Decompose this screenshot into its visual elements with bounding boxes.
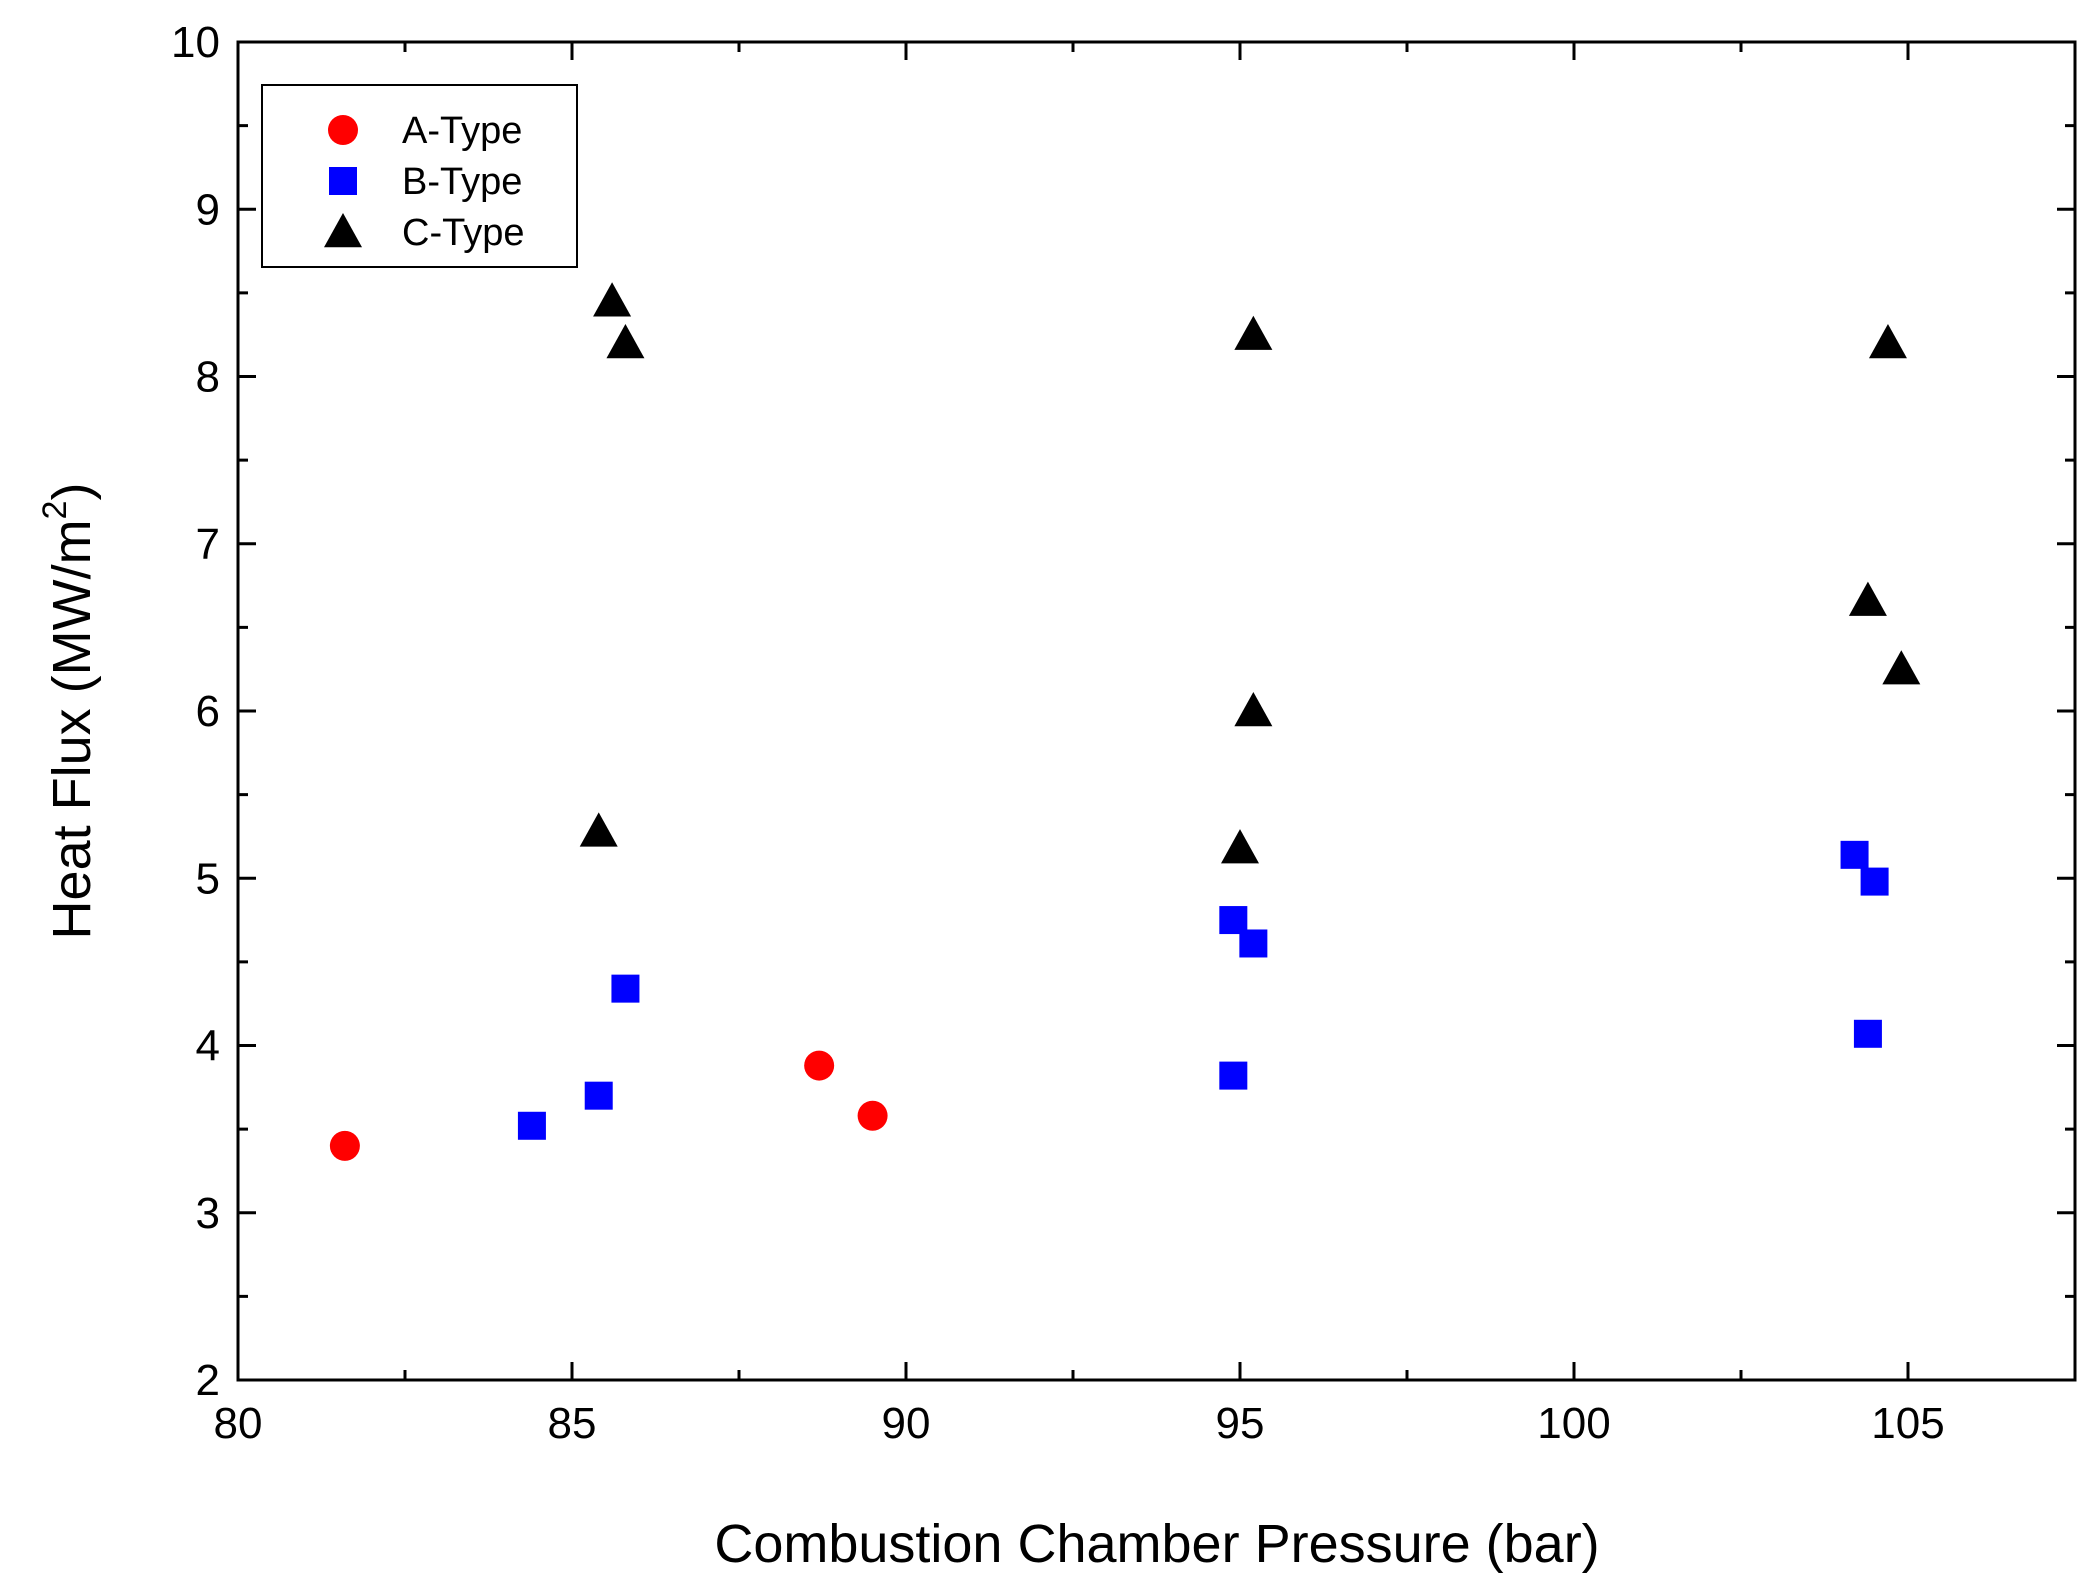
- legend-label-b-type: B-Type: [402, 161, 522, 203]
- point-b-type: [1219, 1061, 1248, 1090]
- y-tick-label: 3: [196, 1189, 220, 1238]
- point-a-type: [857, 1100, 888, 1131]
- data-points: [329, 282, 1921, 1161]
- y-tick-label: 2: [196, 1356, 220, 1405]
- y-tick-label: 8: [196, 353, 220, 402]
- point-b-type: [611, 974, 640, 1003]
- legend-marker-c-type: [324, 213, 362, 248]
- legend-frame: [261, 84, 578, 268]
- point-c-type: [593, 282, 632, 317]
- point-c-type: [579, 812, 618, 847]
- y-tick-label: 4: [196, 1022, 220, 1071]
- x-axis-title: Combustion Chamber Pressure (bar): [714, 1514, 1599, 1574]
- y-tick-label: 6: [196, 687, 220, 736]
- x-axis-ticks: [236, 42, 2077, 1380]
- point-c-type: [606, 324, 645, 359]
- legend-label-c-type: C-Type: [402, 212, 524, 254]
- point-c-type: [1221, 829, 1259, 864]
- x-tick-label: 95: [1216, 1399, 1265, 1448]
- point-c-type: [1882, 650, 1921, 685]
- legend-marker-b-type: [329, 167, 357, 195]
- point-c-type: [1868, 324, 1907, 359]
- y-axis-title-close: ): [42, 483, 102, 501]
- y-axis-title-superscript: 2: [36, 501, 74, 520]
- point-c-type: [1848, 581, 1887, 616]
- point-b-type: [1840, 840, 1869, 869]
- point-c-type: [1234, 692, 1273, 727]
- y-tick-label: 5: [196, 854, 220, 903]
- point-c-type: [1234, 315, 1273, 350]
- legend-items: A-Type B-Type C-Type: [324, 110, 524, 254]
- y-tick-label: 9: [196, 185, 220, 234]
- y-axis-tick-labels: 2 3 4 5 6 7 8 9 10: [171, 18, 220, 1405]
- legend-marker-a-type: [328, 115, 358, 145]
- legend: A-Type B-Type C-Type: [261, 84, 578, 268]
- y-axis-ticks: [238, 40, 2075, 1382]
- x-tick-label: 85: [548, 1399, 597, 1448]
- x-tick-label: 100: [1537, 1399, 1610, 1448]
- x-tick-label: 80: [214, 1399, 263, 1448]
- point-b-type: [1860, 867, 1889, 896]
- point-a-type: [329, 1130, 360, 1161]
- point-b-type: [584, 1081, 613, 1110]
- y-axis-title: Heat Flux (MW/m2): [36, 483, 102, 940]
- x-tick-label: 90: [882, 1399, 931, 1448]
- point-b-type: [1853, 1019, 1882, 1048]
- point-b-type: [1219, 906, 1248, 935]
- point-b-type: [1239, 929, 1268, 958]
- x-tick-label: 105: [1871, 1399, 1944, 1448]
- point-b-type: [517, 1111, 546, 1140]
- legend-label-a-type: A-Type: [402, 110, 522, 152]
- x-axis-tick-labels: 80 85 90 95 100 105: [214, 1399, 1945, 1448]
- y-tick-label: 10: [171, 18, 220, 67]
- y-axis-title-main: Heat Flux (MW/m: [42, 519, 102, 939]
- y-tick-label: 7: [196, 520, 220, 569]
- point-a-type: [804, 1050, 835, 1081]
